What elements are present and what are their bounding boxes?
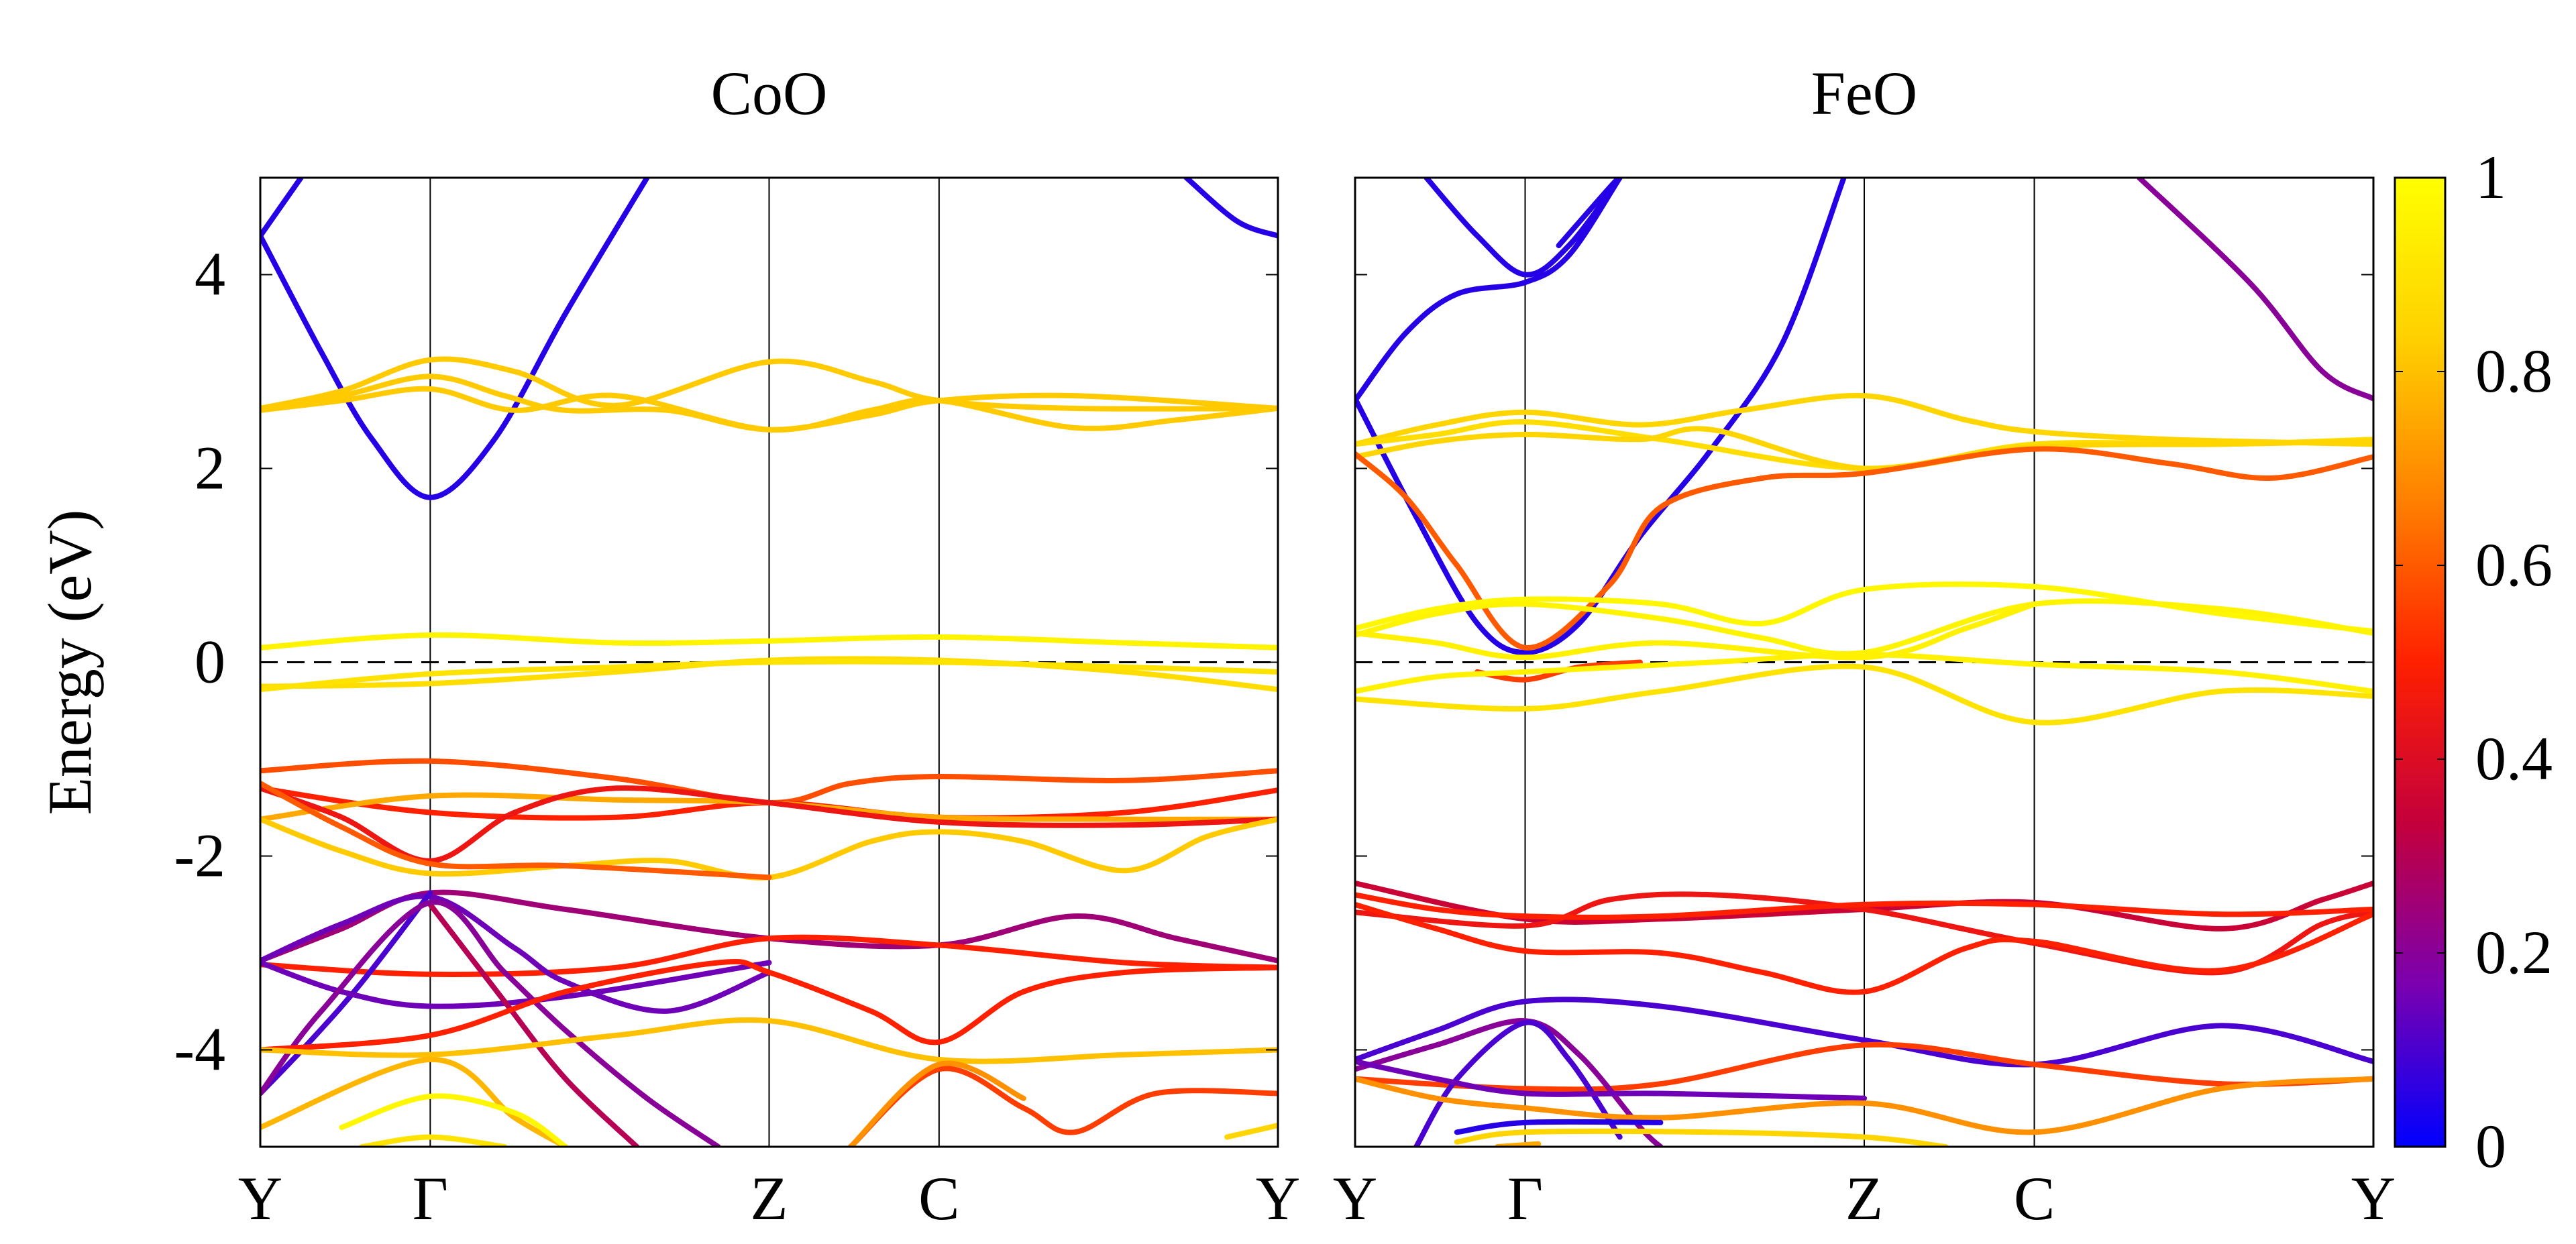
right-panel-feo: FeO Y Γ Z C Y [1333,59,2396,1233]
band-line-13 [260,785,1278,864]
colorbar-tick-label: 1 [2475,143,2506,211]
band-line-13 [1474,659,1643,683]
band-line-18 [260,893,772,1014]
band-line-14 [260,816,1278,881]
y-ticks-feo [1355,274,2373,1051]
band-line-3 [1556,178,1623,249]
band-line-4 [260,356,1278,412]
band-line-12 [1355,601,2037,661]
band-line-26 [1454,1119,1664,1135]
panel-title-coo: CoO [711,59,828,127]
y-axis-label: Energy (eV) [36,510,104,815]
band-line-30 [359,1134,508,1147]
band-line-21 [1355,1041,2373,1092]
y-tick-label: -2 [174,822,225,890]
band-line-14 [1355,663,2373,726]
band-line-25 [260,1056,569,1147]
band-line-19 [260,890,433,1096]
x-tick-label: Z [750,1164,788,1233]
band-line-10 [1355,581,2373,634]
band-line-8 [1355,426,2373,471]
band-line-20 [1355,997,2373,1068]
colorbar-tick-label: 0.2 [2475,918,2553,986]
band-line-7 [260,632,1278,651]
band-line-2 [260,178,650,500]
x-tick-label: Γ [1507,1164,1543,1233]
colorbar-tick-label: 0.6 [2475,530,2553,599]
band-line-5 [1355,178,1847,655]
colorbar-tick-label: 0 [2475,1112,2506,1180]
y-ticks-coo: -4 -2 0 2 4 [174,240,1278,1084]
band-line-6 [1355,392,2373,447]
band-line-26 [847,1066,1278,1147]
y-tick-label: 2 [195,434,225,502]
band-line-27 [1454,1128,1949,1147]
band-line-4 [2136,178,2373,402]
colorbar: 0 0.2 0.4 0.6 0.8 1 [2394,143,2553,1180]
band-line-27 [847,1060,1026,1147]
band-line-15 [1355,651,2373,694]
bands-feo [1355,178,2373,1147]
band-line-10 [260,758,1278,806]
x-tick-label: Y [238,1164,282,1233]
y-tick-label: 0 [195,628,225,696]
band-line-2 [1355,178,1623,404]
band-line-24 [260,1017,1278,1064]
band-line-29 [1224,1123,1278,1140]
y-tick-label: -4 [174,1015,225,1084]
y-tick-label: 4 [195,240,225,308]
band-line-15 [260,781,772,881]
band-line-3 [1183,178,1278,239]
bands-coo [260,178,1278,1147]
x-tick-label: C [2014,1164,2055,1233]
band-line-11 [1355,598,2373,657]
band-line-22 [260,899,721,1147]
band-line-16 [1355,881,2373,931]
panel-title-feo: FeO [1811,59,1917,127]
band-line-23 [260,958,1278,1053]
band-line-20 [260,960,772,1009]
x-tick-label: C [918,1164,959,1233]
band-line-18 [1355,892,2373,920]
x-tick-label: Z [1845,1164,1883,1233]
band-line-28 [339,1093,569,1147]
x-tick-label: Y [1256,1164,1300,1233]
band-line-1 [260,178,304,239]
band-line-19 [1355,901,2373,995]
x-tick-label: Γ [413,1164,448,1233]
colorbar-tick-label: 0.4 [2475,724,2553,793]
x-tick-label: Y [2351,1164,2396,1233]
band-line-9 [260,659,1278,692]
band-line-6 [260,386,1278,433]
colorbar-ticks: 0 0.2 0.4 0.6 0.8 1 [2395,143,2553,1180]
band-line-21 [427,901,640,1147]
band-line-1 [1424,178,1623,278]
colorbar-scale [2394,176,2447,1148]
band-line-25 [1355,1076,2373,1135]
left-panel-coo: CoO -4 -2 0 2 4 Y Γ Z C Y Energy (eV) [36,59,1300,1233]
band-line-24 [1355,1058,1867,1101]
band-line-17 [260,934,1278,977]
band-line-9 [1355,446,2373,651]
colorbar-tick-label: 0.8 [2475,337,2553,405]
x-tick-label: Y [1333,1164,1377,1233]
